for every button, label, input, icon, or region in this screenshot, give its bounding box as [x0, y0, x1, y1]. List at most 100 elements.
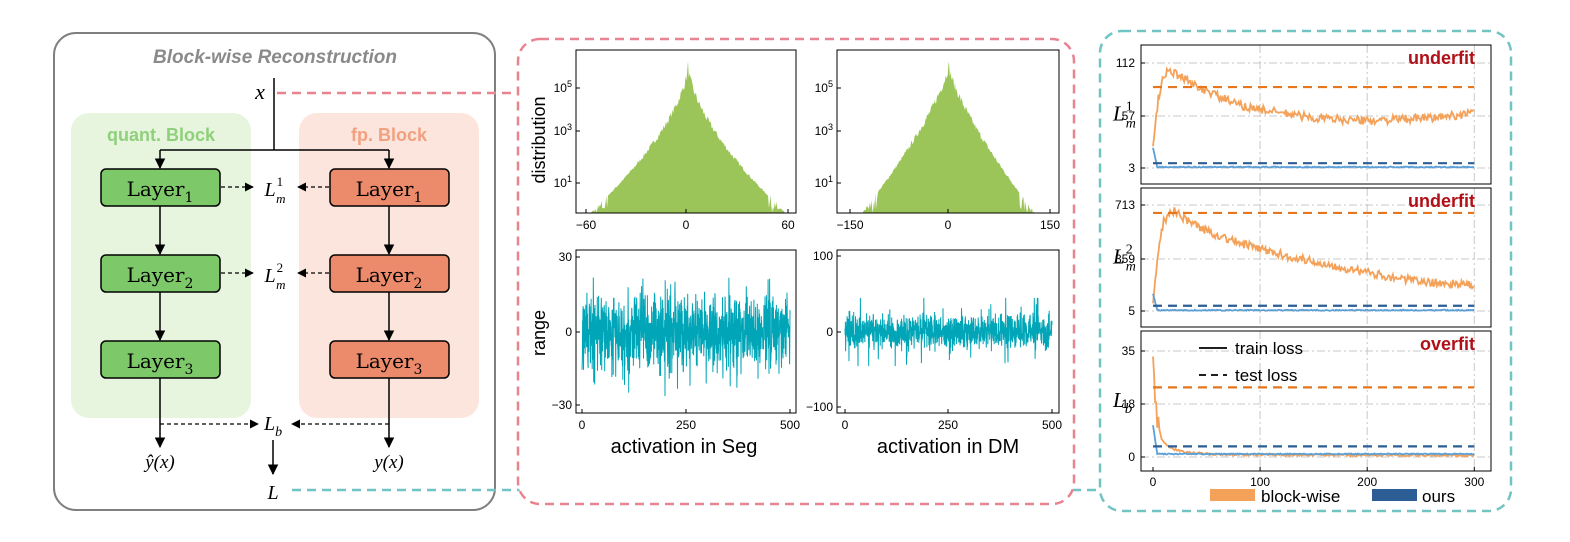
input-x: x [254, 79, 265, 104]
loss-b-label: Lb [263, 413, 282, 440]
dist-ytick: 101 [554, 174, 572, 190]
final-loss-label: L [266, 482, 278, 504]
loss-xtick: 200 [1357, 475, 1377, 489]
svg-text:Layer1: Layer1 [127, 177, 194, 206]
fp-output-label: y(x) [372, 452, 404, 473]
quant-layer-1: Layer1 [100, 168, 221, 207]
block-wise-train-line [1152, 207, 1475, 304]
seg-distribution-plot: 105 103 101 −60 0 60 [554, 49, 797, 232]
ytick-label: 0 [826, 325, 833, 339]
xtick-label: 250 [676, 418, 696, 432]
block-diagram-title: Block-wise Reconstruction [153, 47, 397, 68]
fp-layer-1: Layer1 [329, 168, 450, 207]
ours-train-line [1152, 293, 1475, 312]
xtick-label: 0 [683, 218, 690, 232]
quant-output-label: ŷ(x) [143, 452, 175, 473]
fp-layer-3: Layer3 [329, 340, 450, 379]
loss-m1-label: L1 m [263, 174, 285, 206]
loss-ytick: 3 [1128, 161, 1135, 175]
dm-range-plot: 100 0 −100 0 250 500 [806, 249, 1062, 432]
loss-subplot-1: 112 57 3 L1 m underfit [1112, 44, 1492, 185]
xtick-label: 0 [579, 418, 586, 432]
seg-range-plot: 30 0 −30 0 250 500 [552, 249, 800, 432]
fit-status-label: overfit [1420, 334, 1475, 354]
svg-text:Layer3: Layer3 [356, 349, 423, 378]
loss-m2-label: L2 m [263, 260, 285, 292]
xtick-label: 60 [781, 218, 795, 232]
seg-range-trace [581, 277, 791, 397]
xtick-label: 0 [945, 218, 952, 232]
subplot-frame [1140, 330, 1492, 472]
loss-ylabel: L2 m [1112, 243, 1136, 275]
ours-train-line [1152, 425, 1475, 456]
seg-xlabel: activation in Seg [611, 436, 758, 458]
quant-block-label: quant. Block [107, 125, 216, 145]
dm-range-trace [844, 297, 1053, 367]
legend-ours-swatch [1372, 489, 1417, 501]
loss-ytick: 35 [1122, 344, 1136, 358]
range-ylabel: range [529, 310, 549, 356]
xtick-label: −60 [576, 218, 597, 232]
seg-distribution-hist [590, 61, 786, 213]
loss-subplot-3: 35 18 0 Lb overfit [1112, 330, 1492, 472]
line-style-legend: train loss test loss [1199, 339, 1303, 385]
subplot-frame [1140, 44, 1492, 185]
loss-ylabel: L1 m [1112, 100, 1136, 132]
quant-layer-2: Layer2 [100, 254, 221, 293]
fit-status-label: underfit [1408, 48, 1475, 68]
loss-ytick: 5 [1128, 304, 1135, 318]
svg-text:Layer1: Layer1 [356, 177, 423, 206]
xtick-label: −150 [836, 218, 863, 232]
block-diagram: Block-wise Reconstruction quant. Block f… [53, 32, 496, 511]
legend-block-wise-swatch [1210, 489, 1255, 501]
distribution-ylabel: distribution [529, 96, 549, 183]
ours-train-line [1152, 147, 1475, 169]
xtick-label: 500 [1042, 418, 1062, 432]
loss-panel-frame [1098, 29, 1513, 513]
loss-xtick: 0 [1150, 475, 1157, 489]
block-wise-train-line [1152, 66, 1475, 147]
ytick-label: 30 [559, 250, 573, 264]
dist-ytick: 105 [815, 79, 833, 95]
loss-ytick: 57 [1122, 109, 1136, 123]
ytick-label: −100 [806, 400, 833, 414]
dist-ytick: 101 [815, 174, 833, 190]
svg-text:Layer2: Layer2 [127, 263, 194, 292]
loss-ytick: 112 [1116, 56, 1135, 70]
ytick-label: 0 [565, 325, 572, 339]
svg-text:Layer2: Layer2 [356, 263, 423, 292]
legend-train-loss: train loss [1235, 339, 1303, 358]
loss-ytick: 0 [1128, 450, 1135, 464]
ytick-label: −30 [552, 398, 573, 412]
xtick-label: 500 [780, 418, 800, 432]
loss-xtick: 300 [1464, 475, 1484, 489]
dm-distribution-hist [862, 61, 1035, 213]
loss-subplot-2: 713 359 5 L2 m underfit [1112, 187, 1492, 328]
ytick-label: 100 [813, 249, 833, 263]
quant-layer-3: Layer3 [100, 340, 221, 379]
loss-ytick: 359 [1115, 252, 1135, 266]
loss-ytick: 18 [1122, 397, 1136, 411]
dm-distribution-plot: 105 103 101 −150 0 150 [815, 49, 1060, 232]
dist-ytick: 105 [554, 79, 572, 95]
svg-text:Layer3: Layer3 [127, 349, 194, 378]
loss-ylabel: Lb [1112, 388, 1133, 417]
loss-panel: 112 57 3 L1 m underfit 713 359 5 L2 m underfit 35 18 0… [1098, 29, 1513, 513]
series-legend: block-wise ours [1210, 487, 1455, 506]
xtick-label: 150 [1040, 218, 1060, 232]
fp-block-label: fp. Block [351, 125, 428, 145]
legend-block-wise-label: block-wise [1261, 487, 1340, 506]
xtick-label: 250 [938, 418, 958, 432]
dm-xlabel: activation in DM [877, 436, 1019, 458]
loss-ytick: 713 [1115, 198, 1135, 212]
dist-ytick: 103 [554, 122, 572, 138]
legend-test-loss: test loss [1235, 366, 1297, 385]
fp-layer-2: Layer2 [329, 254, 450, 293]
dist-ytick: 103 [815, 122, 833, 138]
fit-status-label: underfit [1408, 191, 1475, 211]
xtick-label: 0 [842, 418, 849, 432]
loss-xtick: 100 [1250, 475, 1270, 489]
subplot-frame [1140, 187, 1492, 328]
legend-ours-label: ours [1422, 487, 1455, 506]
